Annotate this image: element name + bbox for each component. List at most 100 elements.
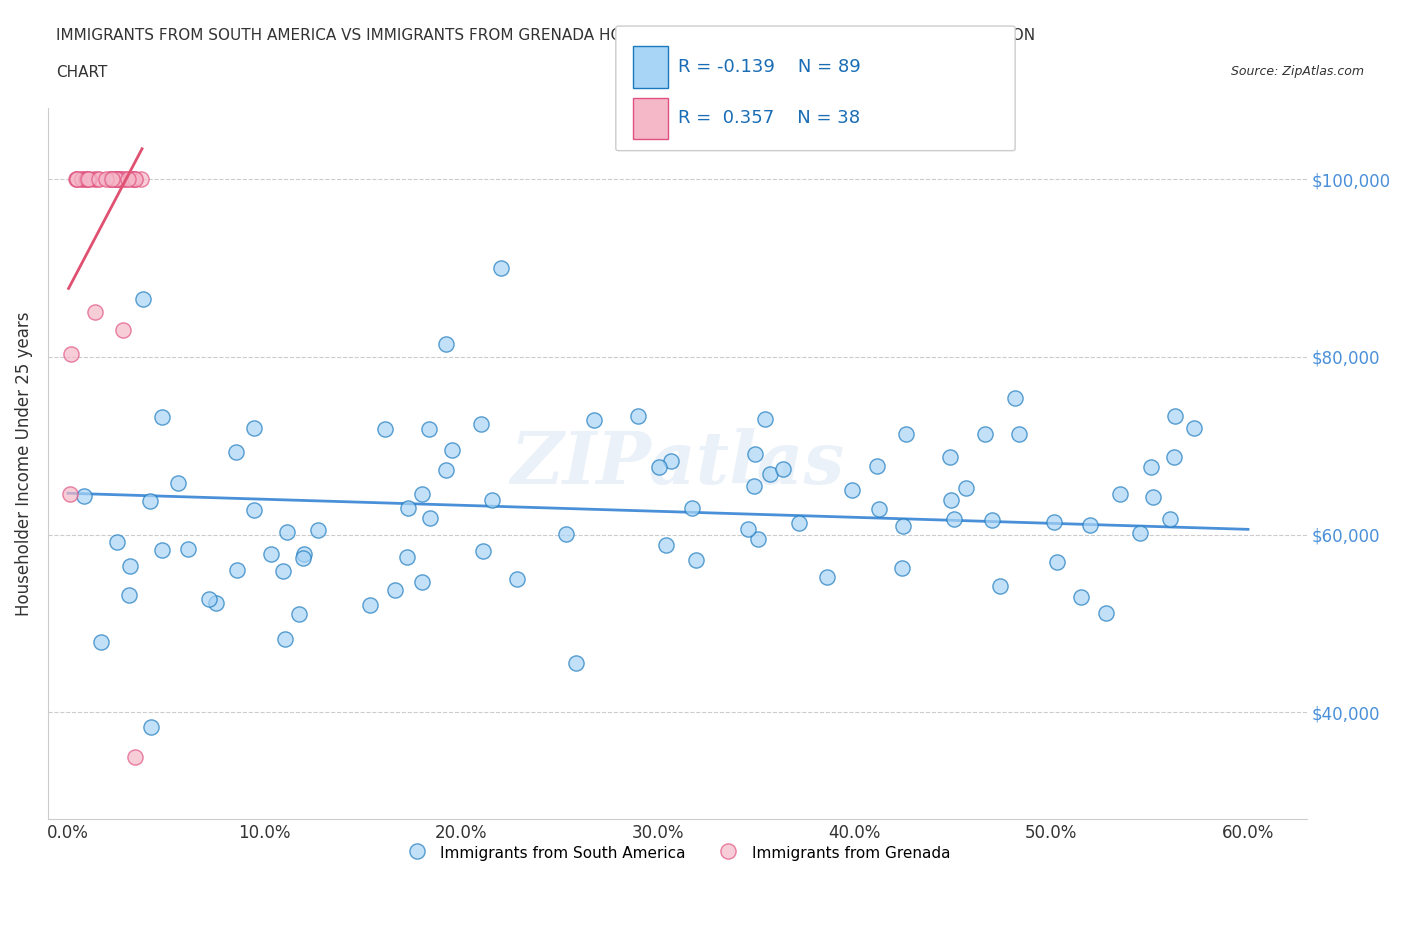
- Immigrants from South America: [177, 541, 200, 556]
- Text: ZIPatlas: ZIPatlas: [510, 428, 845, 498]
- Immigrants from South America: [891, 561, 914, 576]
- Immigrants from South America: [506, 571, 529, 586]
- Immigrants from South America: [396, 501, 419, 516]
- Immigrants from South America: [374, 422, 396, 437]
- Immigrants from South America: [491, 260, 513, 275]
- Immigrants from South America: [1046, 554, 1069, 569]
- Text: CHART: CHART: [56, 65, 108, 80]
- Immigrants from Grenada: [96, 172, 118, 187]
- Immigrants from South America: [73, 488, 96, 503]
- Immigrants from South America: [396, 550, 419, 565]
- Immigrants from South America: [747, 531, 769, 546]
- Immigrants from South America: [243, 420, 266, 435]
- Immigrants from Grenada: [110, 172, 132, 187]
- Immigrants from South America: [141, 720, 163, 735]
- Text: R =  0.357    N = 38: R = 0.357 N = 38: [678, 109, 860, 127]
- Immigrants from South America: [648, 459, 671, 474]
- Immigrants from South America: [868, 501, 890, 516]
- Immigrants from South America: [470, 417, 492, 432]
- Text: IMMIGRANTS FROM SOUTH AMERICA VS IMMIGRANTS FROM GRENADA HOUSEHOLDER INCOME UNDE: IMMIGRANTS FROM SOUTH AMERICA VS IMMIGRA…: [56, 28, 1035, 43]
- Immigrants from South America: [1159, 512, 1181, 526]
- Immigrants from Grenada: [121, 172, 143, 187]
- Immigrants from South America: [1140, 459, 1163, 474]
- Immigrants from South America: [939, 449, 962, 464]
- Immigrants from Grenada: [76, 172, 98, 187]
- Immigrants from South America: [166, 475, 188, 490]
- Immigrants from Grenada: [84, 305, 107, 320]
- Immigrants from South America: [150, 542, 173, 557]
- Immigrants from South America: [1004, 391, 1026, 405]
- Immigrants from South America: [243, 502, 266, 517]
- Immigrants from South America: [90, 634, 112, 649]
- Immigrants from South America: [1163, 409, 1185, 424]
- Immigrants from South America: [772, 462, 794, 477]
- Immigrants from Grenada: [129, 172, 152, 187]
- Immigrants from Grenada: [105, 172, 128, 187]
- Immigrants from South America: [685, 552, 707, 567]
- Immigrants from South America: [120, 558, 142, 573]
- Immigrants from Grenada: [105, 172, 128, 187]
- Immigrants from Grenada: [100, 172, 122, 187]
- Immigrants from Grenada: [104, 172, 127, 187]
- Immigrants from South America: [758, 467, 780, 482]
- Immigrants from South America: [204, 595, 226, 610]
- Immigrants from South America: [118, 588, 141, 603]
- Immigrants from South America: [627, 408, 650, 423]
- Immigrants from Grenada: [112, 172, 135, 187]
- Immigrants from South America: [582, 413, 605, 428]
- Immigrants from South America: [866, 459, 889, 474]
- Immigrants from South America: [225, 445, 247, 460]
- Immigrants from South America: [198, 591, 221, 606]
- Immigrants from South America: [1182, 420, 1205, 435]
- Immigrants from South America: [744, 446, 766, 461]
- Immigrants from South America: [1109, 486, 1132, 501]
- Immigrants from Grenada: [66, 172, 89, 187]
- Immigrants from South America: [418, 421, 440, 436]
- Immigrants from Grenada: [107, 172, 129, 187]
- Immigrants from South America: [359, 597, 381, 612]
- Immigrants from South America: [472, 543, 495, 558]
- Immigrants from South America: [276, 525, 298, 539]
- Immigrants from South America: [105, 534, 128, 549]
- Immigrants from South America: [434, 337, 457, 352]
- Immigrants from Grenada: [101, 172, 124, 187]
- Immigrants from South America: [1142, 489, 1164, 504]
- Immigrants from Grenada: [124, 172, 146, 187]
- Immigrants from South America: [1095, 605, 1118, 620]
- Immigrants from Grenada: [59, 346, 82, 361]
- Immigrants from South America: [292, 546, 315, 561]
- Immigrants from South America: [307, 522, 329, 537]
- Immigrants from Grenada: [70, 172, 93, 187]
- Immigrants from South America: [411, 575, 433, 590]
- Immigrants from South America: [891, 519, 914, 534]
- Immigrants from Grenada: [115, 172, 138, 187]
- Immigrants from Grenada: [76, 172, 98, 187]
- Immigrants from South America: [1043, 514, 1066, 529]
- Immigrants from South America: [981, 512, 1004, 527]
- Immigrants from South America: [259, 547, 281, 562]
- Immigrants from South America: [742, 479, 765, 494]
- Text: Source: ZipAtlas.com: Source: ZipAtlas.com: [1230, 65, 1364, 78]
- Immigrants from South America: [481, 493, 503, 508]
- Immigrants from Grenada: [103, 172, 125, 187]
- Immigrants from South America: [1008, 426, 1031, 441]
- Immigrants from Grenada: [105, 172, 128, 187]
- Immigrants from Grenada: [66, 172, 89, 187]
- Immigrants from South America: [737, 522, 759, 537]
- Immigrants from Grenada: [107, 172, 129, 187]
- Immigrants from South America: [274, 631, 297, 646]
- Immigrants from South America: [955, 481, 977, 496]
- Immigrants from South America: [787, 515, 810, 530]
- Y-axis label: Householder Income Under 25 years: Householder Income Under 25 years: [15, 312, 32, 616]
- Immigrants from Grenada: [98, 172, 121, 187]
- Immigrants from South America: [659, 454, 682, 469]
- Immigrants from Grenada: [87, 172, 110, 187]
- Immigrants from South America: [291, 551, 314, 565]
- Immigrants from South America: [138, 494, 160, 509]
- Immigrants from South America: [655, 538, 678, 552]
- Immigrants from Grenada: [124, 172, 146, 187]
- Immigrants from South America: [384, 582, 406, 597]
- Immigrants from Grenada: [77, 172, 100, 187]
- Immigrants from South America: [273, 563, 295, 578]
- Immigrants from South America: [988, 578, 1011, 593]
